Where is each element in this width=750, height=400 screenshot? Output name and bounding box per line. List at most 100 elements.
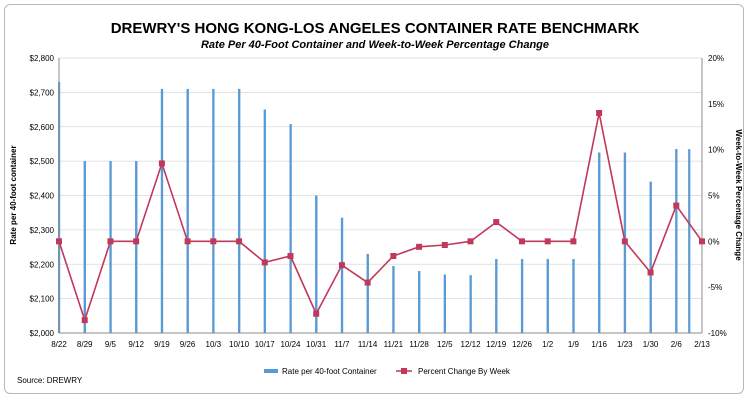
y-axis-left-label: Rate per 40-foot container bbox=[9, 145, 18, 244]
percent-change-point bbox=[261, 259, 268, 266]
x-tick-label: 1/30 bbox=[643, 340, 659, 349]
y-left-tick-label: $2,800 bbox=[30, 54, 55, 63]
x-tick-label: 10/10 bbox=[229, 340, 250, 349]
rate-bar bbox=[340, 217, 344, 333]
percent-change-point bbox=[544, 238, 551, 245]
x-tick-label: 10/24 bbox=[280, 340, 301, 349]
rate-bar bbox=[109, 161, 112, 333]
tick-labels: $2,000 $2,100 $2,200 $2,300 $2,400 $2,500 $2,6… bbox=[30, 54, 727, 349]
percent-change-point bbox=[56, 238, 62, 245]
percent-change-point bbox=[107, 238, 114, 245]
rate-bar bbox=[289, 124, 292, 333]
legend-swatch-bar bbox=[264, 369, 278, 373]
chart-frame bbox=[4, 4, 744, 394]
x-tick-label: 11/21 bbox=[384, 340, 404, 349]
rate-bar bbox=[495, 259, 498, 333]
percent-change-point bbox=[647, 269, 654, 276]
axes bbox=[58, 58, 703, 334]
x-tick-label: 2/6 bbox=[671, 340, 683, 349]
rate-bar bbox=[160, 88, 164, 333]
percent-change-point bbox=[467, 238, 474, 245]
x-tick-label: 9/5 bbox=[105, 340, 117, 349]
y-left-tick-label: $2,200 bbox=[30, 260, 55, 269]
rate-bar bbox=[688, 149, 691, 333]
y-left-tick-label: $2,000 bbox=[30, 329, 55, 338]
x-tick-label: 1/9 bbox=[568, 340, 580, 349]
x-tick-label: 12/5 bbox=[437, 340, 453, 349]
rate-bar bbox=[572, 259, 575, 333]
percent-change-point bbox=[364, 279, 371, 286]
y-right-tick-label: 20% bbox=[708, 54, 724, 63]
rate-bar bbox=[186, 88, 189, 333]
percent-change-point bbox=[570, 238, 577, 245]
percent-change-point bbox=[210, 238, 217, 245]
percent-change-point bbox=[338, 262, 345, 269]
percent-change-point bbox=[441, 242, 448, 248]
legend: Rate per 40-foot Container Percent Chang… bbox=[264, 367, 511, 376]
percent-change-point bbox=[184, 238, 191, 245]
legend-swatch-marker bbox=[401, 368, 407, 374]
x-tick-label: 12/12 bbox=[461, 340, 482, 349]
rate-bar bbox=[238, 88, 241, 333]
percent-change-point bbox=[596, 110, 603, 116]
y-left-tick-label: $2,500 bbox=[30, 157, 55, 166]
y-right-tick-label: 5% bbox=[708, 192, 720, 201]
x-tick-label: 9/26 bbox=[180, 340, 196, 349]
x-tick-label: 8/22 bbox=[51, 340, 67, 349]
percent-change-point bbox=[133, 238, 140, 245]
percent-change-point bbox=[673, 202, 680, 209]
percent-change-point bbox=[390, 253, 397, 259]
percent-change-point bbox=[81, 317, 88, 324]
percent-change-point bbox=[287, 253, 294, 259]
y-left-tick-label: $2,400 bbox=[30, 192, 55, 201]
chart-subtitle: Rate Per 40-Foot Container and Week-to-W… bbox=[200, 39, 549, 51]
x-tick-label: 11/14 bbox=[358, 340, 378, 349]
y-axis-right-label: Week-to-Week Percentage Change bbox=[734, 129, 743, 261]
percent-change-point bbox=[313, 310, 320, 317]
rate-bar bbox=[598, 152, 601, 333]
x-tick-label: 12/19 bbox=[486, 340, 507, 349]
y-left-tick-label: $2,600 bbox=[30, 123, 55, 132]
rate-bar bbox=[418, 271, 421, 333]
x-tick-label: 9/19 bbox=[154, 340, 170, 349]
percent-change-point bbox=[621, 238, 628, 245]
y-right-tick-label: -10% bbox=[708, 329, 727, 338]
x-tick-label: 1/2 bbox=[542, 340, 554, 349]
rate-bar bbox=[212, 88, 215, 333]
legend-label-line: Percent Change By Week bbox=[418, 367, 511, 376]
grid-lines bbox=[59, 57, 702, 300]
percent-change-point bbox=[158, 160, 165, 167]
x-tick-label: 10/31 bbox=[306, 340, 327, 349]
rate-bar bbox=[135, 161, 138, 333]
y-left-tick-label: $2,100 bbox=[30, 295, 55, 304]
x-tick-label: 8/29 bbox=[77, 340, 93, 349]
rate-bar bbox=[469, 275, 472, 333]
percent-change-point bbox=[699, 238, 705, 245]
rate-bar bbox=[366, 253, 369, 333]
y-right-tick-label: 10% bbox=[708, 146, 724, 155]
y-right-tick-label: -5% bbox=[708, 283, 722, 292]
x-tick-label: 11/7 bbox=[334, 340, 350, 349]
x-tick-label: 11/28 bbox=[409, 340, 429, 349]
x-tick-label: 1/16 bbox=[591, 340, 607, 349]
rate-bar bbox=[263, 109, 266, 333]
rate-bar bbox=[392, 265, 395, 333]
percent-change-point bbox=[493, 219, 500, 226]
chart-title: DREWRY'S HONG KONG-LOS ANGELES CONTAINER… bbox=[110, 20, 640, 37]
x-tick-label: 10/17 bbox=[255, 340, 276, 349]
percent-change-line bbox=[58, 112, 703, 323]
rate-bar bbox=[546, 259, 549, 333]
rate-bar bbox=[443, 274, 446, 333]
rate-bar bbox=[315, 195, 318, 333]
legend-label-bar: Rate per 40-foot Container bbox=[282, 367, 377, 376]
y-right-tick-label: 0% bbox=[708, 237, 720, 246]
x-tick-label: 1/23 bbox=[617, 340, 633, 349]
x-tick-label: 9/12 bbox=[128, 340, 144, 349]
percent-change-point bbox=[518, 238, 525, 245]
line-series bbox=[56, 110, 705, 324]
chart-source: Source: DREWRY bbox=[17, 376, 83, 385]
percent-change-point bbox=[416, 243, 423, 250]
y-left-tick-label: $2,700 bbox=[30, 88, 55, 97]
y-left-tick-label: $2,300 bbox=[30, 226, 55, 235]
